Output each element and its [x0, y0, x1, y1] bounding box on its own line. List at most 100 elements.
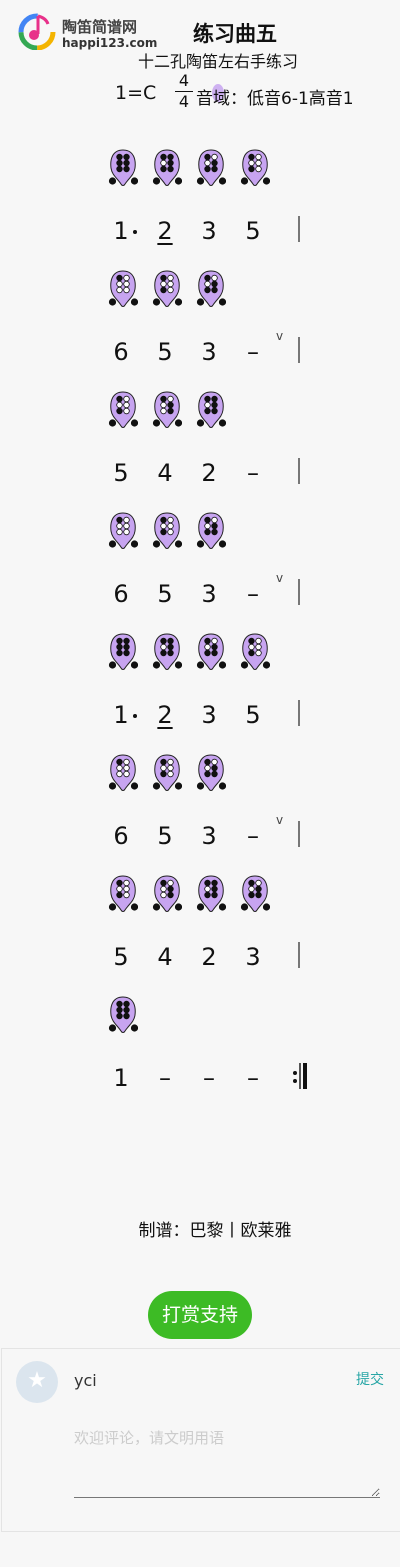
ocarina-fingering-icon [152, 875, 182, 912]
barline [298, 458, 300, 484]
notation-row: 6 5 3 – v [0, 329, 400, 377]
key-signature: 1=C [115, 82, 157, 104]
note: 2 [157, 217, 173, 245]
comment-input[interactable] [74, 1427, 380, 1498]
notation-row: 5 4 2 – [0, 458, 400, 498]
fingering-row [108, 753, 288, 797]
fingering-row [108, 148, 288, 192]
site-domain: happi123.com [62, 36, 158, 50]
barline [299, 1063, 301, 1089]
fingering-row [108, 995, 288, 1039]
dash-note: – [247, 459, 259, 487]
dotted-note-mark [133, 230, 137, 234]
dash-note: – [247, 1064, 259, 1092]
ocarina-fingering-icon [240, 149, 270, 186]
submit-button[interactable]: 提交 [356, 1372, 384, 1388]
note: 6 [113, 580, 129, 608]
final-barline [303, 1063, 307, 1089]
note: 5 [157, 822, 173, 850]
note: 5 [245, 217, 261, 245]
note: 3 [201, 217, 217, 245]
ocarina-fingering-icon [152, 512, 182, 549]
fingering-row [108, 874, 288, 918]
comment-box: ★ yci 提交 [1, 1348, 400, 1532]
note: 1 [113, 1064, 129, 1092]
range-note: 音域：低音6-1高音1 [196, 89, 354, 109]
time-signature: 4 4 [175, 72, 193, 111]
avatar: ★ [16, 1361, 58, 1403]
notation-row: 6 5 3 – v [0, 813, 400, 861]
barline [298, 821, 300, 847]
repeat-dot [293, 1071, 297, 1075]
note: 1 [113, 217, 129, 245]
dash-note: – [203, 1064, 215, 1092]
ocarina-fingering-icon [196, 512, 226, 549]
ocarina-fingering-icon [196, 754, 226, 791]
dash-note: – [247, 338, 259, 366]
barline [298, 337, 300, 363]
note: 5 [245, 701, 261, 729]
ocarina-fingering-icon [152, 149, 182, 186]
fingering-row [108, 390, 288, 434]
note: 4 [157, 459, 173, 487]
notation-row: 6 5 3 – v [0, 571, 400, 619]
note: 1 [113, 701, 129, 729]
fingering-row [108, 269, 288, 313]
time-signature-top: 4 [178, 71, 190, 90]
repeat-dot [293, 1079, 297, 1083]
ocarina-fingering-icon [108, 391, 138, 428]
dotted-note-mark [133, 714, 137, 718]
barline [298, 579, 300, 605]
ocarina-fingering-icon [108, 754, 138, 791]
note: 2 [157, 701, 173, 729]
ocarina-fingering-icon [196, 391, 226, 428]
star-avatar-icon: ★ [27, 1368, 47, 1393]
note: 3 [245, 943, 261, 971]
note: 5 [113, 943, 129, 971]
note: 5 [157, 580, 173, 608]
ocarina-fingering-icon [108, 633, 138, 670]
note: 3 [201, 822, 217, 850]
site-logo[interactable]: 陶笛简谱网 happi123.com [18, 10, 168, 54]
site-name: 陶笛简谱网 [62, 18, 138, 36]
ocarina-fingering-icon [196, 875, 226, 912]
note: 3 [201, 338, 217, 366]
ocarina-fingering-icon [108, 875, 138, 912]
score-credit: 制谱：巴黎丨欧莱雅 [138, 1221, 292, 1241]
ocarina-fingering-icon [108, 512, 138, 549]
dash-note: – [247, 822, 259, 850]
ocarina-fingering-icon [152, 633, 182, 670]
ocarina-fingering-icon [108, 149, 138, 186]
dash-note: – [247, 580, 259, 608]
ocarina-fingering-icon [108, 996, 138, 1033]
note: 3 [201, 580, 217, 608]
note: 5 [113, 459, 129, 487]
barline [298, 216, 300, 242]
breath-mark-icon: v [276, 813, 284, 827]
comment-username: yci [74, 1371, 97, 1390]
ocarina-fingering-icon [152, 270, 182, 307]
notation-row: 1 – – – [0, 1063, 400, 1103]
breath-mark-icon: v [276, 571, 284, 585]
dash-note: – [159, 1064, 171, 1092]
fingering-row [108, 511, 288, 555]
note: 6 [113, 338, 129, 366]
barline [298, 700, 300, 726]
breath-mark-icon: v [276, 329, 284, 343]
note: 6 [113, 822, 129, 850]
ocarina-fingering-icon [240, 633, 270, 670]
ocarina-fingering-icon [196, 149, 226, 186]
ocarina-range-icon [212, 84, 224, 102]
ocarina-fingering-icon [240, 875, 270, 912]
ocarina-fingering-icon [196, 633, 226, 670]
note: 4 [157, 943, 173, 971]
music-note-logo-icon [18, 13, 56, 50]
fingering-row [108, 632, 288, 676]
donate-button[interactable]: 打赏支持 [148, 1291, 252, 1339]
score-title: 练习曲五 [193, 22, 277, 46]
note: 3 [201, 701, 217, 729]
note: 5 [157, 338, 173, 366]
